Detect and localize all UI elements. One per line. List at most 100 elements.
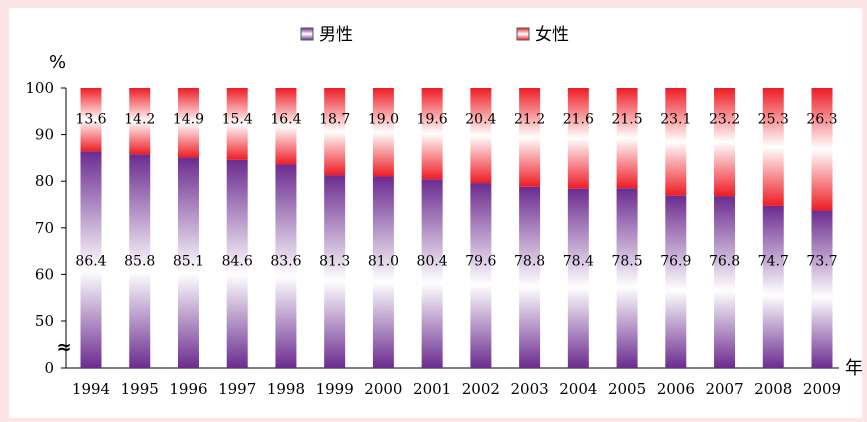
x-tick-label: 1999 bbox=[316, 380, 354, 398]
bar-female bbox=[129, 88, 151, 155]
bar-male bbox=[519, 186, 541, 368]
legend-swatch bbox=[300, 27, 314, 41]
data-label-female: 16.4 bbox=[270, 111, 301, 127]
data-label-male: 73.7 bbox=[806, 253, 837, 269]
legend-swatch bbox=[516, 27, 530, 41]
data-label-male: 85.1 bbox=[173, 253, 204, 269]
data-label-female: 23.1 bbox=[660, 111, 691, 127]
data-label-male: 86.4 bbox=[75, 253, 106, 269]
data-label-female: 21.2 bbox=[514, 111, 545, 127]
bar-male bbox=[567, 188, 589, 368]
bar-female bbox=[567, 88, 589, 189]
data-label-male: 79.6 bbox=[465, 253, 496, 269]
data-label-male: 83.6 bbox=[270, 253, 301, 269]
data-label-female: 19.6 bbox=[417, 111, 448, 127]
stacked-bar-chart: 男性 女性 0 50 60 70 80 90 100 ≈% 年 1994 1995 1996 1997 19… bbox=[25, 25, 862, 398]
data-label-female: 21.6 bbox=[563, 111, 594, 127]
data-label-male: 80.4 bbox=[417, 253, 448, 269]
x-tick-label: 2002 bbox=[462, 380, 500, 398]
bar-female bbox=[519, 88, 541, 187]
data-label-male: 74.7 bbox=[758, 253, 789, 269]
data-label-female: 25.3 bbox=[758, 111, 789, 127]
y-tick-label: 60 bbox=[35, 265, 54, 283]
y-tick-label: 70 bbox=[35, 219, 54, 237]
data-labels: 86.4 13.6 85.8 14.2 85.1 14.9 84.6 15.4 83.6 16.4… bbox=[75, 111, 837, 269]
bars bbox=[80, 88, 833, 368]
bar-male bbox=[470, 183, 492, 368]
y-axis-label: % bbox=[49, 52, 66, 73]
data-label-male: 85.8 bbox=[124, 253, 155, 269]
x-tick-label: 1994 bbox=[72, 380, 110, 398]
bar-female bbox=[275, 88, 297, 165]
x-tick-label: 1998 bbox=[267, 380, 305, 398]
bar-male bbox=[372, 176, 394, 368]
x-tick-label: 2006 bbox=[657, 380, 695, 398]
data-label-male: 78.8 bbox=[514, 253, 545, 269]
bar-female bbox=[811, 88, 833, 211]
bar-female bbox=[372, 88, 394, 177]
chart-area: 男性 女性 0 50 60 70 80 90 100 ≈% 年 1994 1995 1996 1997 19… bbox=[9, 8, 862, 418]
axis-break-mark: ≈ bbox=[56, 337, 71, 358]
bar-female bbox=[616, 88, 638, 189]
bar-female bbox=[80, 88, 102, 152]
y-tick-label: 50 bbox=[35, 312, 54, 330]
x-tick-label: 1995 bbox=[121, 380, 159, 398]
y-tick-label: 0 bbox=[44, 359, 54, 377]
x-tick-label: 2001 bbox=[413, 380, 451, 398]
bar-male bbox=[324, 175, 346, 368]
x-tick-label: 2005 bbox=[608, 380, 646, 398]
bar-male bbox=[177, 157, 199, 368]
legend: 男性 女性 bbox=[300, 25, 569, 45]
x-tick-label: 2000 bbox=[364, 380, 402, 398]
data-label-female: 20.4 bbox=[465, 111, 496, 127]
y-tick-label: 90 bbox=[35, 126, 54, 144]
data-label-female: 21.5 bbox=[611, 111, 642, 127]
legend-label: 女性 bbox=[535, 25, 569, 45]
data-label-female: 13.6 bbox=[75, 111, 106, 127]
bar-female bbox=[324, 88, 346, 176]
x-tick-label: 2008 bbox=[754, 380, 792, 398]
data-label-female: 18.7 bbox=[319, 111, 350, 127]
bar-female bbox=[421, 88, 443, 180]
data-label-male: 76.9 bbox=[660, 253, 691, 269]
x-axis-label: 年 bbox=[845, 358, 862, 379]
y-tick-label: 100 bbox=[25, 79, 54, 97]
bar-male bbox=[421, 179, 443, 368]
bar-male bbox=[616, 188, 638, 368]
data-label-male: 78.4 bbox=[563, 253, 594, 269]
x-tick-label: 1997 bbox=[218, 380, 256, 398]
bar-female bbox=[714, 88, 736, 197]
x-tick-label: 2009 bbox=[803, 380, 841, 398]
bar-male bbox=[762, 205, 784, 368]
bar-female bbox=[470, 88, 492, 184]
x-tick-label: 1996 bbox=[169, 380, 207, 398]
y-tick-label: 80 bbox=[35, 172, 54, 190]
bar-female bbox=[226, 88, 248, 160]
bar-male bbox=[80, 151, 102, 368]
data-label-female: 15.4 bbox=[222, 111, 253, 127]
axes: 0 50 60 70 80 90 100 ≈% 年 1994 1995 1996 1997 1998 199… bbox=[25, 52, 862, 398]
legend-label: 男性 bbox=[319, 25, 353, 45]
data-label-male: 81.0 bbox=[368, 253, 399, 269]
bar-female bbox=[762, 88, 784, 206]
data-label-male: 78.5 bbox=[611, 253, 642, 269]
bar-male bbox=[714, 196, 736, 368]
bar-male bbox=[275, 164, 297, 368]
data-label-female: 14.9 bbox=[173, 111, 204, 127]
data-label-male: 76.8 bbox=[709, 253, 740, 269]
bar-female bbox=[177, 88, 199, 158]
bar-male bbox=[811, 210, 833, 368]
data-label-female: 14.2 bbox=[124, 111, 155, 127]
data-label-female: 23.2 bbox=[709, 111, 740, 127]
data-label-male: 84.6 bbox=[222, 253, 253, 269]
x-tick-label: 2003 bbox=[511, 380, 549, 398]
bar-male bbox=[129, 154, 151, 368]
bar-male bbox=[665, 195, 687, 368]
bar-male bbox=[226, 159, 248, 368]
bar-female bbox=[665, 88, 687, 196]
data-label-female: 19.0 bbox=[368, 111, 399, 127]
x-tick-label: 2007 bbox=[705, 380, 743, 398]
x-tick-label: 2004 bbox=[559, 380, 597, 398]
data-label-male: 81.3 bbox=[319, 253, 350, 269]
data-label-female: 26.3 bbox=[806, 111, 837, 127]
